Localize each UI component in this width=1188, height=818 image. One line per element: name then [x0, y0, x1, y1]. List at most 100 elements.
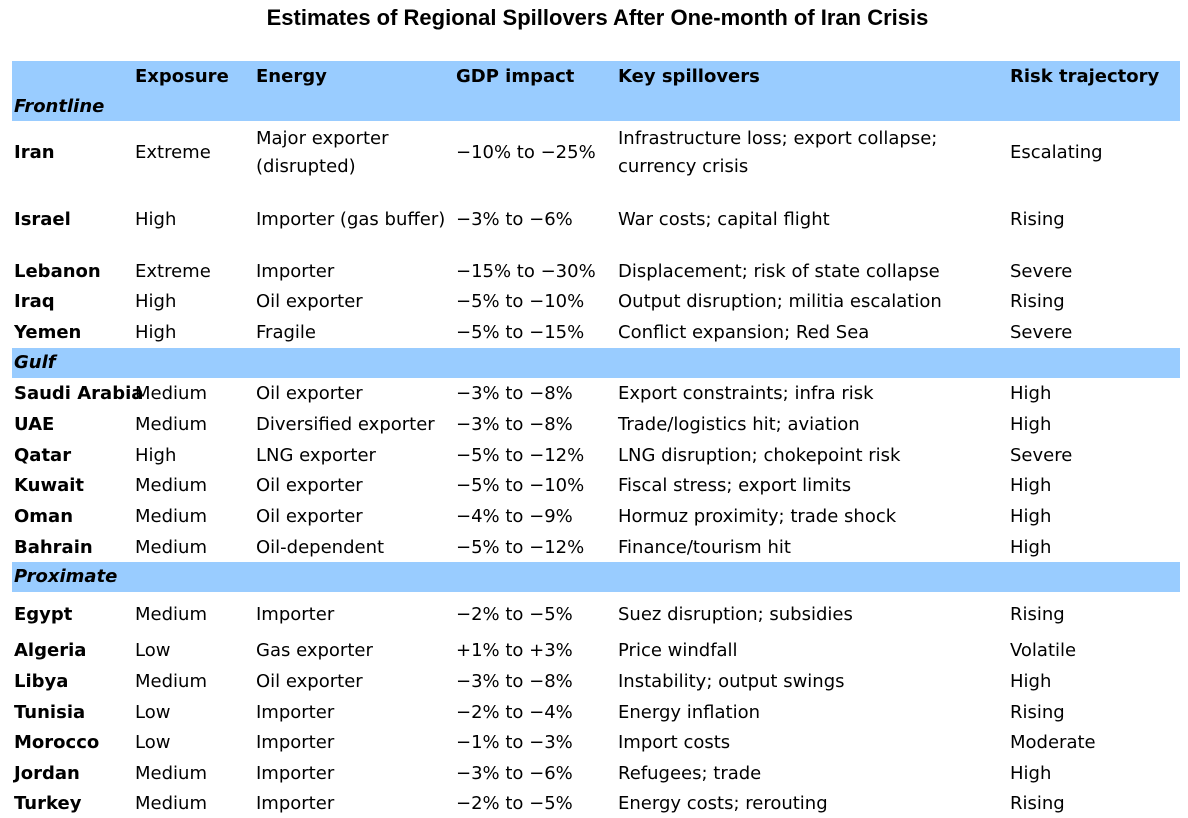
energy-value: Oil exporter: [256, 383, 363, 404]
gdp-impact-value: −1% to −3%: [456, 732, 573, 753]
exposure-value: High: [135, 209, 177, 230]
country-name: Lebanon: [14, 261, 101, 282]
country-name: Kuwait: [14, 475, 84, 496]
risk-trajectory-value: High: [1010, 414, 1052, 435]
energy-value: Oil-dependent: [256, 537, 385, 558]
energy-value: Importer: [256, 732, 335, 753]
key-spillovers-value: Finance/tourism hit: [618, 537, 791, 558]
gdp-impact-value: −2% to −5%: [456, 793, 573, 814]
key-spillovers-value: Instability; output swings: [618, 671, 845, 692]
country-name: Iran: [14, 142, 55, 163]
country-name: Israel: [14, 209, 71, 230]
energy-value: Oil exporter: [256, 291, 363, 312]
country-name: Turkey: [14, 793, 82, 814]
table-row: Kuwait Medium Oil exporter −5% to −10% Fisca…: [12, 472, 1180, 500]
energy-value: Oil exporter: [256, 475, 363, 496]
column-header: Energy: [256, 66, 327, 87]
key-spillovers-value: LNG disruption; chokepoint risk: [618, 445, 901, 466]
column-header: Exposure: [135, 66, 229, 87]
risk-trajectory-value: Rising: [1010, 209, 1065, 230]
gdp-impact-value: −5% to −10%: [456, 291, 585, 312]
country-name: Bahrain: [14, 537, 93, 558]
exposure-value: Medium: [135, 763, 207, 784]
risk-trajectory-value: High: [1010, 671, 1052, 692]
key-spillovers-value: Hormuz proximity; trade shock: [618, 506, 897, 527]
key-spillovers-value: War costs; capital flight: [618, 209, 830, 230]
risk-trajectory-value: Moderate: [1010, 732, 1096, 753]
group-label: Gulf: [14, 352, 56, 373]
gdp-impact-value: −4% to −9%: [456, 506, 573, 527]
key-spillovers-value: Import costs: [618, 732, 731, 753]
gdp-impact-value: −5% to −12%: [456, 537, 585, 558]
table-row: Yemen High Fragile −5% to −15% Conflict expa…: [12, 319, 1180, 347]
exposure-value: Extreme: [135, 142, 211, 163]
risk-trajectory-value: High: [1010, 383, 1052, 404]
table-row: Iraq High Oil exporter −5% to −10% Output di…: [12, 288, 1180, 316]
risk-trajectory-value: Severe: [1010, 322, 1073, 343]
gdp-impact-value: −5% to −15%: [456, 322, 585, 343]
table-row: Qatar High LNG exporter −5% to −12% LNG disr…: [12, 442, 1180, 470]
exposure-value: Medium: [135, 475, 207, 496]
gdp-impact-value: −3% to −6%: [456, 763, 573, 784]
exposure-value: Medium: [135, 414, 207, 435]
group-label: Frontline: [14, 96, 105, 117]
country-name: Egypt: [14, 604, 73, 625]
country-name: Tunisia: [14, 702, 86, 723]
group-label: Proximate: [14, 566, 118, 587]
gdp-impact-value: −3% to −6%: [456, 209, 573, 230]
country-name: Iraq: [14, 291, 55, 312]
exposure-value: Extreme: [135, 261, 211, 282]
exposure-value: Low: [135, 732, 171, 753]
energy-value: Major exporter: [256, 128, 389, 149]
risk-trajectory-value: Rising: [1010, 604, 1065, 625]
column-header: GDP impact: [456, 66, 575, 87]
exposure-value: Medium: [135, 383, 207, 404]
country-name: Libya: [14, 671, 69, 692]
group-header-row: Gulf: [12, 348, 1180, 378]
column-header: Key spillovers: [618, 66, 760, 87]
gdp-impact-value: −5% to −10%: [456, 475, 585, 496]
risk-trajectory-value: High: [1010, 763, 1052, 784]
energy-value: Oil exporter: [256, 506, 363, 527]
gdp-impact-value: −3% to −8%: [456, 671, 573, 692]
table-row: Iran Extreme Major exporter (disrupted) −10%…: [12, 122, 1180, 184]
key-spillovers-value: Suez disruption; subsidies: [618, 604, 853, 625]
table-row: Turkey Medium Importer −2% to −5% Energy cos…: [12, 790, 1180, 818]
risk-trajectory-value: Severe: [1010, 261, 1073, 282]
energy-value: Importer: [256, 763, 335, 784]
risk-trajectory-value: Rising: [1010, 793, 1065, 814]
table-row: Lebanon Extreme Importer −15% to −30% Displa…: [12, 258, 1180, 286]
key-spillovers-value: Fiscal stress; export limits: [618, 475, 852, 496]
country-name: UAE: [14, 414, 55, 435]
country-name: Saudi Arabia: [14, 383, 144, 404]
country-name: Algeria: [14, 640, 87, 661]
energy-value: (disrupted): [256, 156, 356, 177]
risk-trajectory-value: High: [1010, 506, 1052, 527]
gdp-impact-value: −15% to −30%: [456, 261, 596, 282]
energy-value: Diversified exporter: [256, 414, 435, 435]
group-header-row: Proximate: [12, 562, 1180, 592]
exposure-value: Low: [135, 702, 171, 723]
gdp-impact-value: −3% to −8%: [456, 414, 573, 435]
column-header: Risk trajectory: [1010, 66, 1160, 87]
country-name: Yemen: [14, 322, 82, 343]
key-spillovers-value: currency crisis: [618, 156, 749, 177]
key-spillovers-value: Export constraints; infra risk: [618, 383, 874, 404]
risk-trajectory-value: Volatile: [1010, 640, 1077, 661]
table-row: Bahrain Medium Oil-dependent −5% to −12% Fin…: [12, 534, 1180, 562]
country-name: Qatar: [14, 445, 72, 466]
energy-value: Gas exporter: [256, 640, 373, 661]
risk-trajectory-value: High: [1010, 537, 1052, 558]
table-row: Egypt Medium Importer −2% to −5% Suez disrup…: [12, 601, 1180, 629]
group-header-row: Frontline: [12, 92, 1180, 121]
table-row: Oman Medium Oil exporter −4% to −9% Hormuz p…: [12, 503, 1180, 531]
country-name: Oman: [14, 506, 74, 527]
exposure-value: High: [135, 445, 177, 466]
risk-trajectory-value: Rising: [1010, 291, 1065, 312]
energy-value: Importer: [256, 702, 335, 723]
exposure-value: Low: [135, 640, 171, 661]
gdp-impact-value: −2% to −5%: [456, 604, 573, 625]
key-spillovers-value: Infrastructure loss; export collapse;: [618, 128, 938, 149]
exposure-value: Medium: [135, 793, 207, 814]
exposure-value: Medium: [135, 671, 207, 692]
